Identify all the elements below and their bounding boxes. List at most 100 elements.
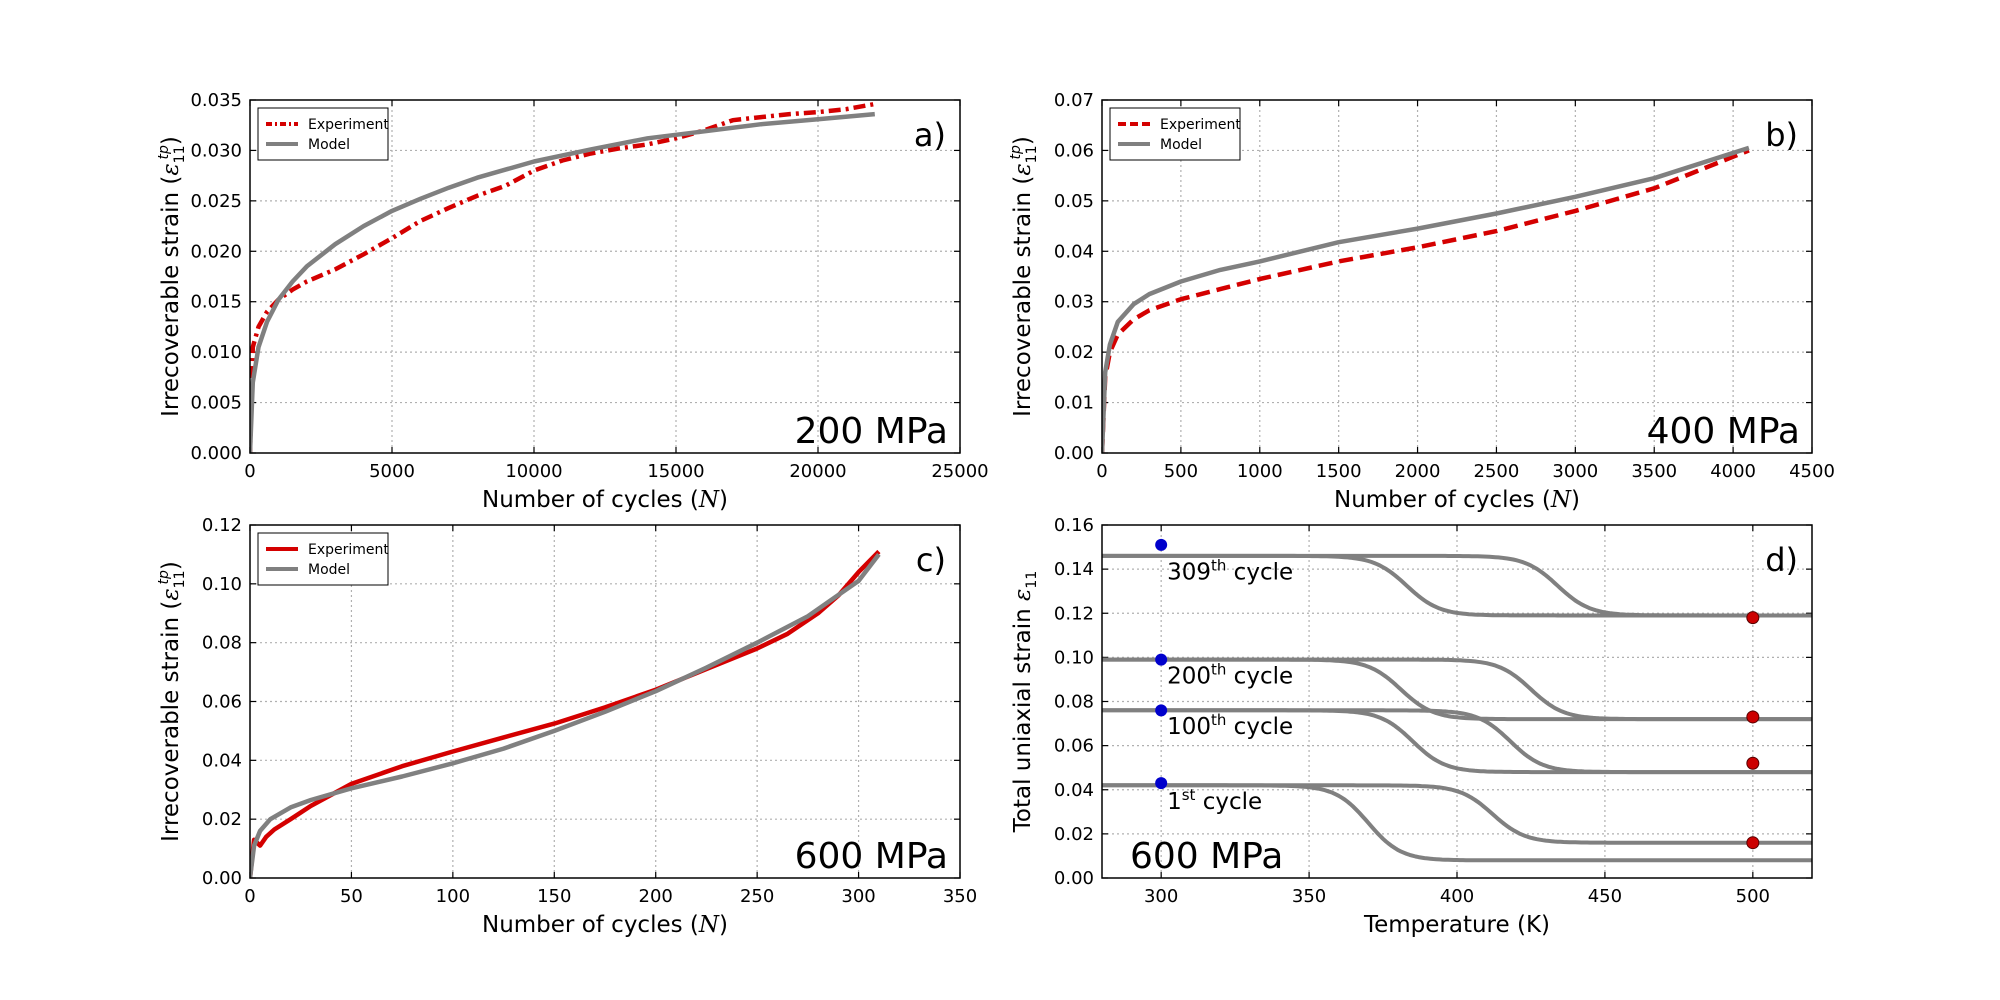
y-tick-label: 0.02 [1054, 342, 1094, 363]
x-tick-label: 500 [1164, 461, 1198, 482]
red-marker [1746, 710, 1760, 724]
y-tick-label: 0.16 [1054, 515, 1094, 536]
x-tick-label: 100 [436, 886, 470, 907]
y-tick-label: 0.06 [1054, 140, 1094, 161]
plot-area [250, 101, 876, 453]
x-tick-label: 300 [1144, 886, 1178, 907]
y-tick-label: 0.04 [202, 750, 242, 771]
y-tick-label: 0.01 [1054, 393, 1094, 414]
y-tick-label: 0.00 [202, 868, 242, 889]
y-tick-label: 0.00 [1054, 443, 1094, 464]
x-tick-label: 50 [340, 886, 363, 907]
legend-label: Experiment [308, 117, 389, 133]
y-tick-label: 0.08 [202, 633, 242, 654]
axes-frame [249, 99, 961, 454]
cycle-label: 100th cycle [1167, 711, 1293, 740]
x-tick-label: 350 [1292, 886, 1326, 907]
x-tick-label: 250 [740, 886, 774, 907]
cycle-label: 1st cycle [1167, 786, 1262, 815]
red-marker [1746, 756, 1760, 770]
y-tick-label: 0.035 [190, 90, 242, 111]
x-tick-label: 200 [639, 886, 673, 907]
y-tick-label: 0.04 [1054, 780, 1094, 801]
y-tick-label: 0.04 [1054, 241, 1094, 262]
y-axis-label: Total uniaxial strain ε11 [1010, 571, 1040, 833]
x-axis-label: Number of cycles (N) [482, 912, 728, 938]
y-tick-label: 0.14 [1054, 559, 1094, 580]
y-tick-label: 0.000 [190, 443, 242, 464]
y-axis-label: Irrecoverable strain (ε11tp) [156, 136, 188, 417]
y-axis-label: Irrecoverable strain (ε11tp) [1008, 136, 1040, 417]
stress-annotation: 200 MPa [795, 411, 948, 452]
stress-annotation: 600 MPa [1130, 836, 1283, 877]
y-axis-label: Irrecoverable strain (ε11tp) [156, 561, 188, 842]
legend-label: Model [308, 137, 350, 153]
x-axis-label: Number of cycles (N) [1334, 487, 1580, 513]
legend-label: Model [308, 562, 350, 578]
y-tick-label: 0.05 [1054, 191, 1094, 212]
blue-marker [1155, 653, 1168, 666]
legend-label: Experiment [308, 542, 389, 558]
cycle-label: 200th cycle [1167, 660, 1293, 689]
plot-area [1102, 538, 1812, 863]
y-tick-label: 0.005 [190, 393, 242, 414]
x-tick-label: 2500 [1474, 461, 1520, 482]
y-tick-label: 0.12 [202, 515, 242, 536]
x-tick-label: 0 [1096, 461, 1107, 482]
series-line-experiment [1102, 148, 1750, 453]
blue-marker [1155, 704, 1168, 717]
plot-area [250, 549, 881, 878]
x-tick-label: 150 [537, 886, 571, 907]
panel-label: d) [1765, 541, 1798, 579]
panel-label: b) [1765, 116, 1798, 154]
strain-temperature-curve [1102, 553, 1812, 618]
legend-box [257, 532, 389, 586]
x-tick-label: 20000 [789, 461, 846, 482]
x-tick-label: 0 [244, 886, 255, 907]
panel-b: 0 500 1000 1500 2000 2500 3000 3500 4000 4500 0.00… [1008, 90, 1835, 513]
x-tick-label: 1000 [1237, 461, 1283, 482]
x-tick-label: 15000 [647, 461, 704, 482]
x-tick-label: 2000 [1395, 461, 1441, 482]
series-line-model [250, 111, 876, 453]
axes-frame [1101, 524, 1813, 879]
blue-marker [1155, 777, 1168, 790]
legend-box [257, 107, 389, 161]
x-tick-label: 0 [244, 461, 255, 482]
stress-annotation: 600 MPa [795, 836, 948, 877]
x-tick-label: 25000 [931, 461, 988, 482]
y-tick-label: 0.015 [190, 292, 242, 313]
strain-temperature-curve [1102, 783, 1812, 845]
y-tick-label: 0.03 [1054, 292, 1094, 313]
x-axis-label: Temperature (K) [1363, 912, 1550, 938]
y-tick-label: 0.10 [202, 574, 242, 595]
x-tick-label: 3500 [1631, 461, 1677, 482]
y-tick-label: 0.02 [202, 809, 242, 830]
axes-frame [1101, 99, 1813, 454]
x-tick-label: 4500 [1789, 461, 1835, 482]
panel-c: 0 50 100 150 200 250 300 350 0.00 0.02 0.04 0.06 0.0… [156, 515, 977, 938]
stress-annotation: 400 MPa [1647, 411, 1800, 452]
y-tick-label: 0.030 [190, 140, 242, 161]
legend-label: Model [1160, 137, 1202, 153]
y-tick-label: 0.02 [1054, 824, 1094, 845]
y-tick-label: 0.00 [1054, 868, 1094, 889]
y-tick-label: 0.025 [190, 191, 242, 212]
x-axis-label: Number of cycles (N) [482, 487, 728, 513]
series-line-model [1102, 145, 1750, 453]
cycle-label: 309th cycle [1167, 557, 1293, 586]
x-tick-label: 400 [1440, 886, 1474, 907]
red-marker [1746, 611, 1760, 625]
y-tick-label: 0.020 [190, 241, 242, 262]
panel-a: 0 5000 10000 15000 20000 25000 0.000 0.005 0.010… [156, 90, 989, 513]
y-tick-label: 0.08 [1054, 692, 1094, 713]
x-tick-label: 1500 [1316, 461, 1362, 482]
strain-temperature-curve [1102, 657, 1812, 722]
axes-frame [249, 524, 961, 879]
x-tick-label: 450 [1588, 886, 1622, 907]
series-line-model [250, 553, 881, 878]
x-tick-label: 500 [1736, 886, 1770, 907]
y-tick-label: 0.10 [1054, 647, 1094, 668]
panel-label: c) [916, 541, 946, 579]
